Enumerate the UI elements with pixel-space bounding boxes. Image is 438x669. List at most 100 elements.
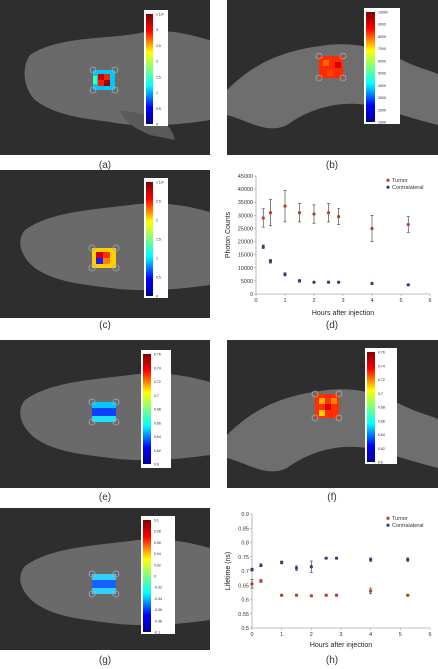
colorbar-tick-label: -0.04: [154, 597, 162, 601]
roi-heatmap-a: [89, 66, 119, 94]
contralateral-point: [406, 558, 410, 562]
colorbar-tick-label: 0.08: [154, 530, 161, 534]
colorbar-tick-label: 2: [156, 60, 158, 64]
colorbar-tick-label: 0.7: [378, 392, 383, 396]
caption-g: (g): [98, 655, 112, 666]
colorbar-tick-label: 2.5: [156, 200, 161, 204]
tumor-point: [309, 594, 313, 598]
y-tick-label: 0.55: [238, 612, 249, 618]
x-tick-label: 0: [250, 632, 253, 638]
y-tick-label: 0: [250, 292, 253, 298]
colorbar-tick-label: 1.5: [156, 238, 161, 242]
tumor-point: [334, 593, 339, 597]
tumor-point: [326, 211, 331, 215]
x-tick-label: 4: [370, 298, 373, 304]
colorbar-tick-label: -0.1: [154, 631, 160, 635]
roi-heatmap-b: [315, 52, 347, 82]
colorbar-b: [366, 12, 375, 122]
colorbar-tick-label: 3: [156, 28, 158, 32]
mouse-scene-e: 0.76 0.74 0.72 0.7 0.68 0.66 0.64 0.62 0.6: [0, 340, 210, 488]
colorbar-tick-label: -0.02: [154, 586, 162, 590]
contralateral-point: [370, 281, 374, 286]
contralateral-point: [294, 566, 299, 570]
y-tick-label: 5000: [241, 279, 253, 285]
colorbar-tick-label: 5000: [378, 72, 386, 76]
caption-f: (f): [327, 492, 337, 503]
contralateral-point: [324, 556, 328, 560]
colorbar-tick-label: 0.64: [154, 435, 161, 439]
colorbar-tick-label: 9000: [378, 23, 386, 27]
chart-d-svg: 0 1 2 3 4 5 6 0 5000 10000 15000 20000 25000 30000 350…: [222, 170, 438, 318]
tumor-point: [280, 593, 284, 597]
y-tick-label: 0.8: [241, 541, 249, 547]
colorbar-tick-label: 10000: [378, 11, 388, 15]
contralateral-point: [259, 563, 263, 567]
y-tick-label: 0.75: [238, 555, 249, 561]
mouse-scene-g: 0.1 0.08 0.06 0.04 0.02 0 -0.02 -0.04 -0.06 -0.08…: [0, 508, 210, 650]
y-tick-label: 35000: [238, 200, 253, 206]
contralateral-point: [250, 567, 254, 572]
contralateral-point: [309, 565, 313, 569]
mouse-scene-c: x 10³ 2.5 2 1.5 1 0.5 0: [0, 170, 210, 318]
x-tick-label: 2: [310, 632, 313, 638]
x-tick-label: 0: [254, 298, 257, 304]
tumor-point: [297, 211, 302, 215]
mouse-scene-f: 0.76 0.74 0.72 0.7 0.68 0.66 0.64 0.62 0.6: [227, 340, 438, 488]
fluorescence-image-f: 0.76 0.74 0.72 0.7 0.68 0.66 0.64 0.62 0.6: [227, 340, 438, 488]
chart-d: 0 1 2 3 4 5 6 0 5000 10000 15000 20000 25000 30000 350…: [222, 170, 438, 318]
colorbar-tick-label: 4000: [378, 84, 386, 88]
colorbar-tick-label: 0.68: [154, 408, 161, 412]
colorbar-tick-label: x 10³: [156, 181, 165, 185]
colorbar-c: [146, 182, 153, 296]
y-axis-label: Lifetime (ns): [225, 552, 232, 591]
fluorescence-image-a: x 10³ 3 2.5 2 1.5 1 0.5 0: [0, 0, 210, 155]
legend-marker: [386, 185, 390, 189]
legend-label: Tumor: [392, 178, 408, 184]
colorbar-tick-label: 0.72: [378, 378, 385, 382]
tumor-point: [406, 593, 410, 597]
tumor-point: [294, 593, 299, 597]
tumor-point: [337, 215, 341, 219]
caption-h: (h): [325, 655, 339, 666]
chart-background: [222, 508, 438, 650]
y-tick-label: 0.7: [241, 569, 249, 575]
colorbar-tick-label: 0.02: [154, 563, 161, 567]
colorbar-g: [143, 520, 151, 632]
colorbar-tick-label: 1000: [378, 121, 386, 125]
tumor-point: [250, 582, 254, 586]
contralateral-point: [283, 272, 287, 276]
colorbar-tick-label: 1: [156, 257, 158, 261]
chart-h-svg: 0 1 2 3 4 5 6 0.5 0.55 0.6 0.65 0.7 0.75 0.8 0.85 0.9 Ho…: [222, 508, 438, 650]
contralateral-point: [261, 245, 265, 249]
x-tick-label: 1: [283, 298, 286, 304]
colorbar-tick-label: 1.5: [156, 75, 161, 79]
colorbar-tick-label: 0: [156, 295, 158, 299]
tumor-point: [370, 226, 374, 231]
tumor-point: [369, 589, 373, 593]
x-tick-label: 5: [399, 632, 402, 638]
contralateral-point: [312, 280, 316, 284]
contralateral-point: [334, 556, 339, 560]
colorbar-e: [143, 354, 151, 464]
tumor-point: [261, 216, 265, 220]
colorbar-tick-label: 2.5: [156, 44, 161, 48]
colorbar-tick-label: 0.5: [156, 276, 161, 280]
colorbar-tick-label: 8000: [378, 35, 386, 39]
legend-marker: [386, 516, 390, 520]
y-tick-label: 0.6: [241, 598, 249, 604]
colorbar-tick-label: x 10³: [156, 13, 165, 17]
colorbar-tick-label: 0.74: [378, 364, 385, 368]
legend-label: Tumor: [392, 516, 408, 522]
roi-heatmap-g: [88, 570, 120, 598]
caption-e: (e): [98, 492, 112, 503]
chart-background: [222, 170, 438, 318]
contralateral-point: [280, 560, 284, 565]
colorbar-tick-label: 0.6: [154, 463, 159, 467]
caption-c: (c): [99, 320, 111, 331]
tumor-point: [283, 204, 287, 208]
colorbar-f: [367, 352, 375, 462]
x-tick-label: 3: [341, 298, 344, 304]
y-axis-label: Photon Counts: [225, 211, 232, 258]
tumor-point: [324, 593, 328, 597]
colorbar-tick-label: 0.66: [378, 419, 385, 423]
